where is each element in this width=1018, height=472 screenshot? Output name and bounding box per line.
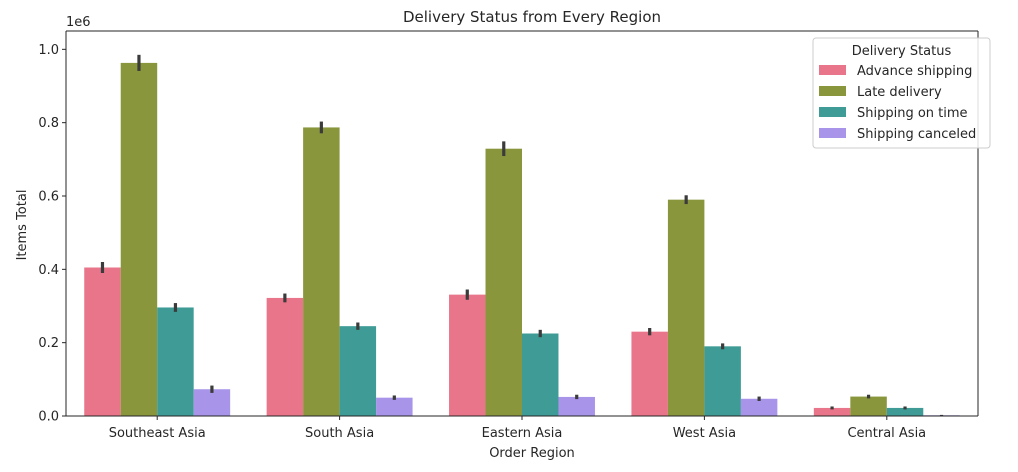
legend-label: Shipping on time [857,106,968,121]
bar-west-asia-shipping-on-time [704,346,741,416]
bar-south-asia-shipping-on-time [339,326,377,416]
bar-southeast-asia-late-delivery [120,62,158,417]
x-tick-label: Eastern Asia [482,426,563,441]
legend-swatch-advance-shipping [819,65,846,75]
bar-eastern-asia-late-delivery [485,148,522,416]
x-tick-label: South Asia [305,426,374,441]
legend: Delivery Status Advance shipping Late deli… [812,37,991,149]
y-tick-label: 0.4 [38,263,59,278]
y-tick-label: 1.0 [38,43,59,58]
bars-layer [84,62,960,417]
bar-central-asia-shipping-on-time [886,407,924,416]
legend-swatch-shipping-on-time [819,107,846,117]
y-axis-label: Items Total [15,190,30,261]
y-axis-offset-label: 1e6 [66,15,91,30]
legend-swatch-shipping-canceled [819,128,846,138]
bar-eastern-asia-shipping-canceled [558,396,595,416]
legend-box [812,37,991,149]
axes-layer: 0.0 0.2 0.4 0.6 0.8 1.0 Southeast Asia South As… [38,30,979,441]
chart-title: Delivery Status from Every Region [403,8,661,26]
bar-south-asia-advance-shipping [266,297,304,416]
bar-southeast-asia-shipping-on-time [157,307,194,416]
legend-label: Shipping canceled [857,127,976,142]
legend-label: Late delivery [857,85,942,100]
bar-central-asia-advance-shipping [813,407,851,416]
bar-west-asia-advance-shipping [631,331,668,416]
y-tick-label: 0.2 [38,336,59,351]
bar-south-asia-shipping-canceled [376,397,413,416]
error-bars-layer [100,54,944,416]
y-tick-label: 0.0 [38,410,59,425]
x-tick-label: West Asia [673,426,736,441]
x-axis-label: Order Region [489,446,575,461]
bar-southeast-asia-advance-shipping [84,267,121,416]
x-tick-label: Southeast Asia [109,426,206,441]
y-tick-label: 0.8 [38,116,59,131]
x-tick-label: Central Asia [847,426,926,441]
bar-southeast-asia-shipping-canceled [193,389,231,416]
bar-eastern-asia-advance-shipping [449,294,486,416]
legend-title: Delivery Status [852,44,952,59]
legend-label: Advance shipping [857,64,972,79]
y-tick-label: 0.6 [38,190,59,205]
bar-south-asia-late-delivery [303,127,340,417]
bar-west-asia-shipping-canceled [740,398,778,416]
bar-west-asia-late-delivery [667,199,705,416]
legend-swatch-late-delivery [819,86,846,96]
bar-eastern-asia-shipping-on-time [522,333,559,416]
bar-central-asia-late-delivery [850,396,887,416]
